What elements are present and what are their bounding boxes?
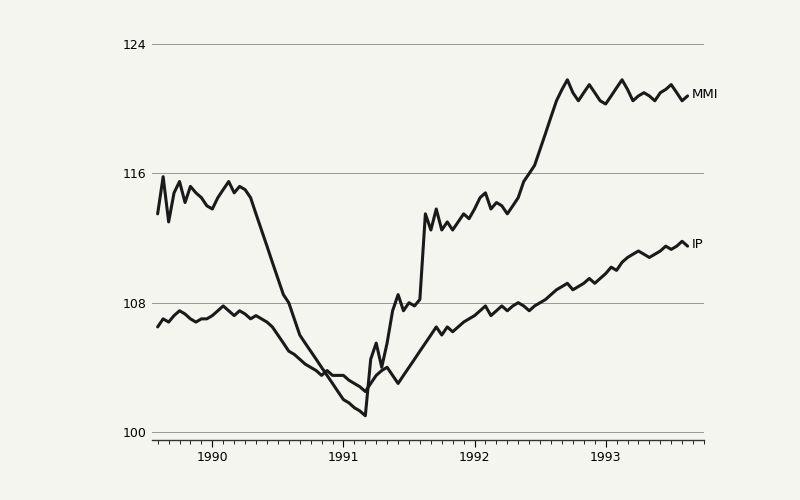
Text: IP: IP	[691, 238, 703, 251]
Text: MMI: MMI	[691, 88, 718, 101]
